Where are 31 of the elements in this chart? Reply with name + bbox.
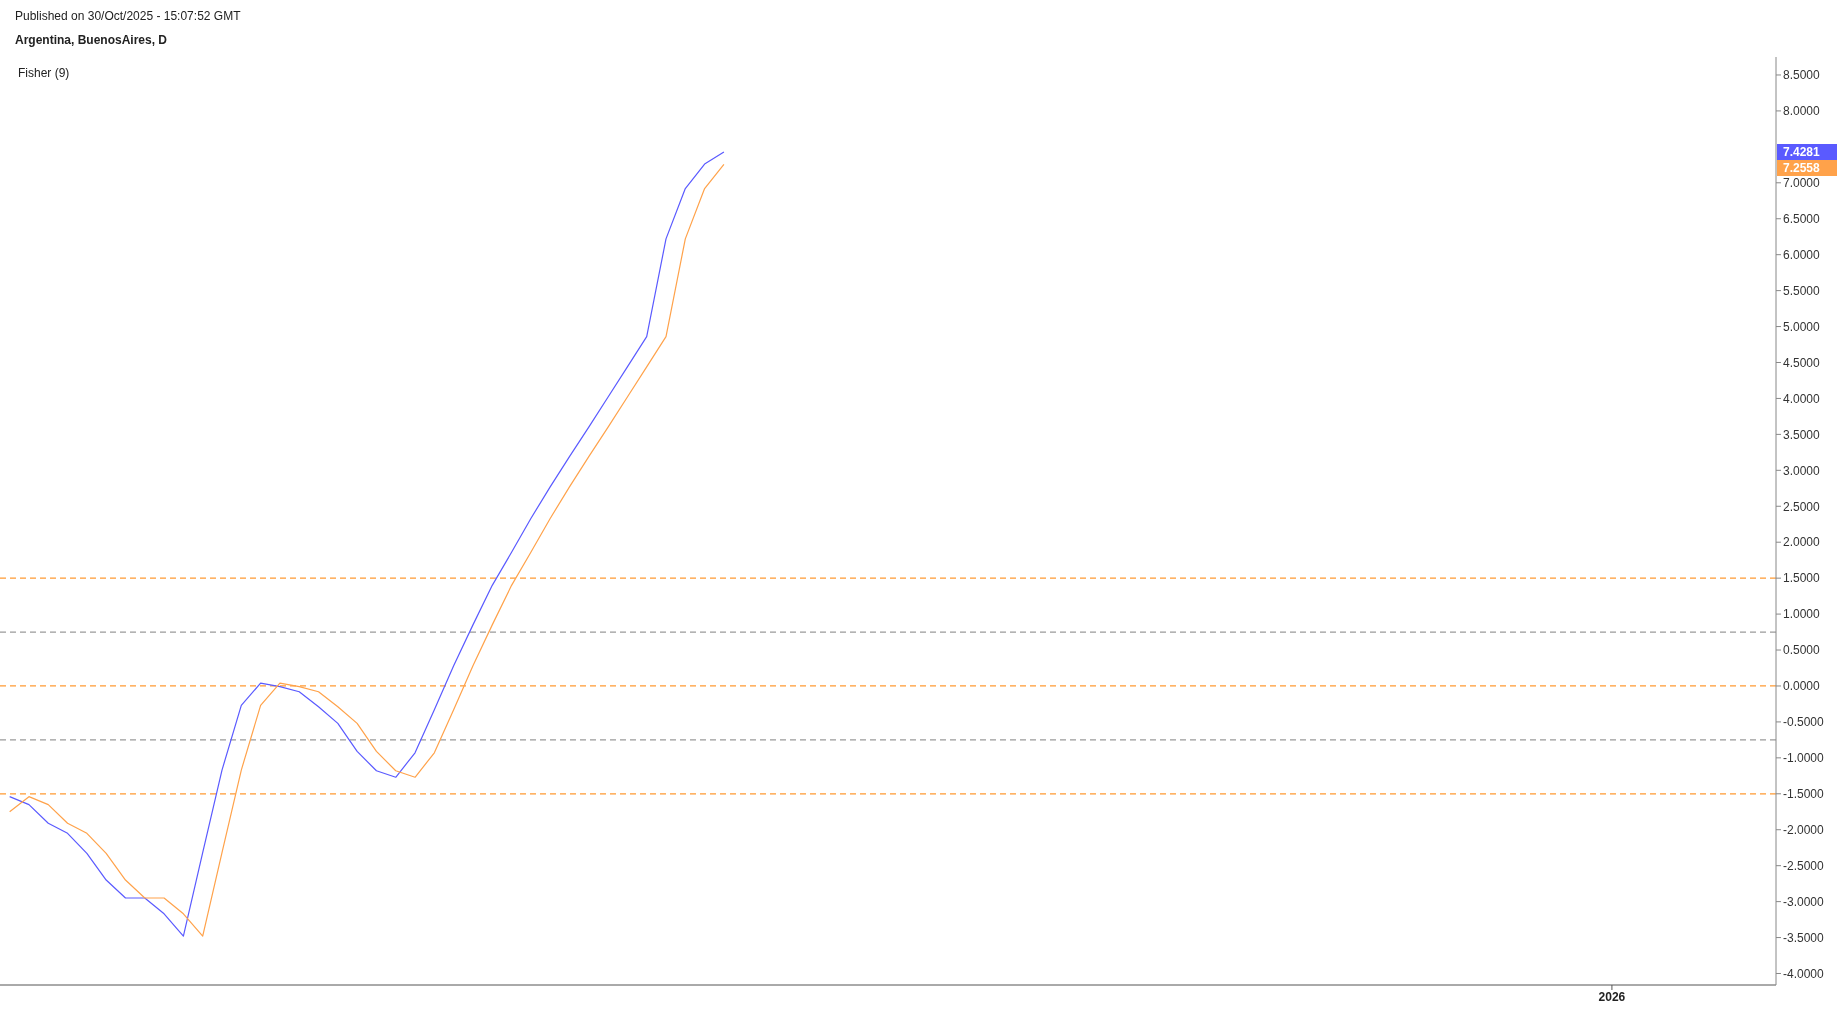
- y-tick-label: 5.0000: [1783, 319, 1821, 334]
- text: Fisher (9): [18, 66, 70, 80]
- chart-title: Argentina, BuenosAires, D: [15, 33, 168, 47]
- y-tick-label: -1.5000: [1783, 787, 1825, 802]
- y-tick-label: -3.5000: [1783, 930, 1825, 945]
- text: 7.4281: [1777, 144, 1837, 161]
- y-tick-label: 3.5000: [1783, 427, 1821, 442]
- y-tick-label: 4.0000: [1783, 391, 1821, 406]
- y-tick-label: 4.5000: [1783, 355, 1821, 370]
- y-tick-label: 8.0000: [1783, 104, 1821, 119]
- y-tick-label: 0.5000: [1783, 643, 1821, 658]
- y-tick-label: 5.5000: [1783, 283, 1821, 298]
- y-tick-label: -0.5000: [1783, 715, 1825, 730]
- y-tick-label: 2.0000: [1783, 535, 1821, 550]
- y-tick-label: 1.5000: [1783, 571, 1821, 586]
- y-tick-label: 1.0000: [1783, 607, 1821, 622]
- y-tick-label: 7.0000: [1783, 176, 1821, 191]
- y-tick-label: -2.5000: [1783, 858, 1825, 873]
- y-tick-label: 0.0000: [1783, 679, 1821, 694]
- text: 7.2558: [1777, 160, 1837, 177]
- y-tick-label: -3.0000: [1783, 894, 1825, 909]
- y-tick-label: 6.0000: [1783, 247, 1821, 262]
- y-tick-label: 6.5000: [1783, 212, 1821, 226]
- y-tick-label: 8.5000: [1783, 68, 1821, 83]
- y-tick-label: 3.0000: [1783, 463, 1821, 478]
- y-tick-label: 2.5000: [1783, 499, 1821, 514]
- text: Published on 30/Oct/2025 - 15:07:52 GMT: [15, 9, 241, 23]
- y-tick-label: -1.0000: [1783, 751, 1825, 766]
- x-tick-label: 2026: [1598, 989, 1626, 1004]
- y-tick-label: -4.0000: [1783, 966, 1825, 981]
- y-tick-label: -2.0000: [1783, 822, 1825, 837]
